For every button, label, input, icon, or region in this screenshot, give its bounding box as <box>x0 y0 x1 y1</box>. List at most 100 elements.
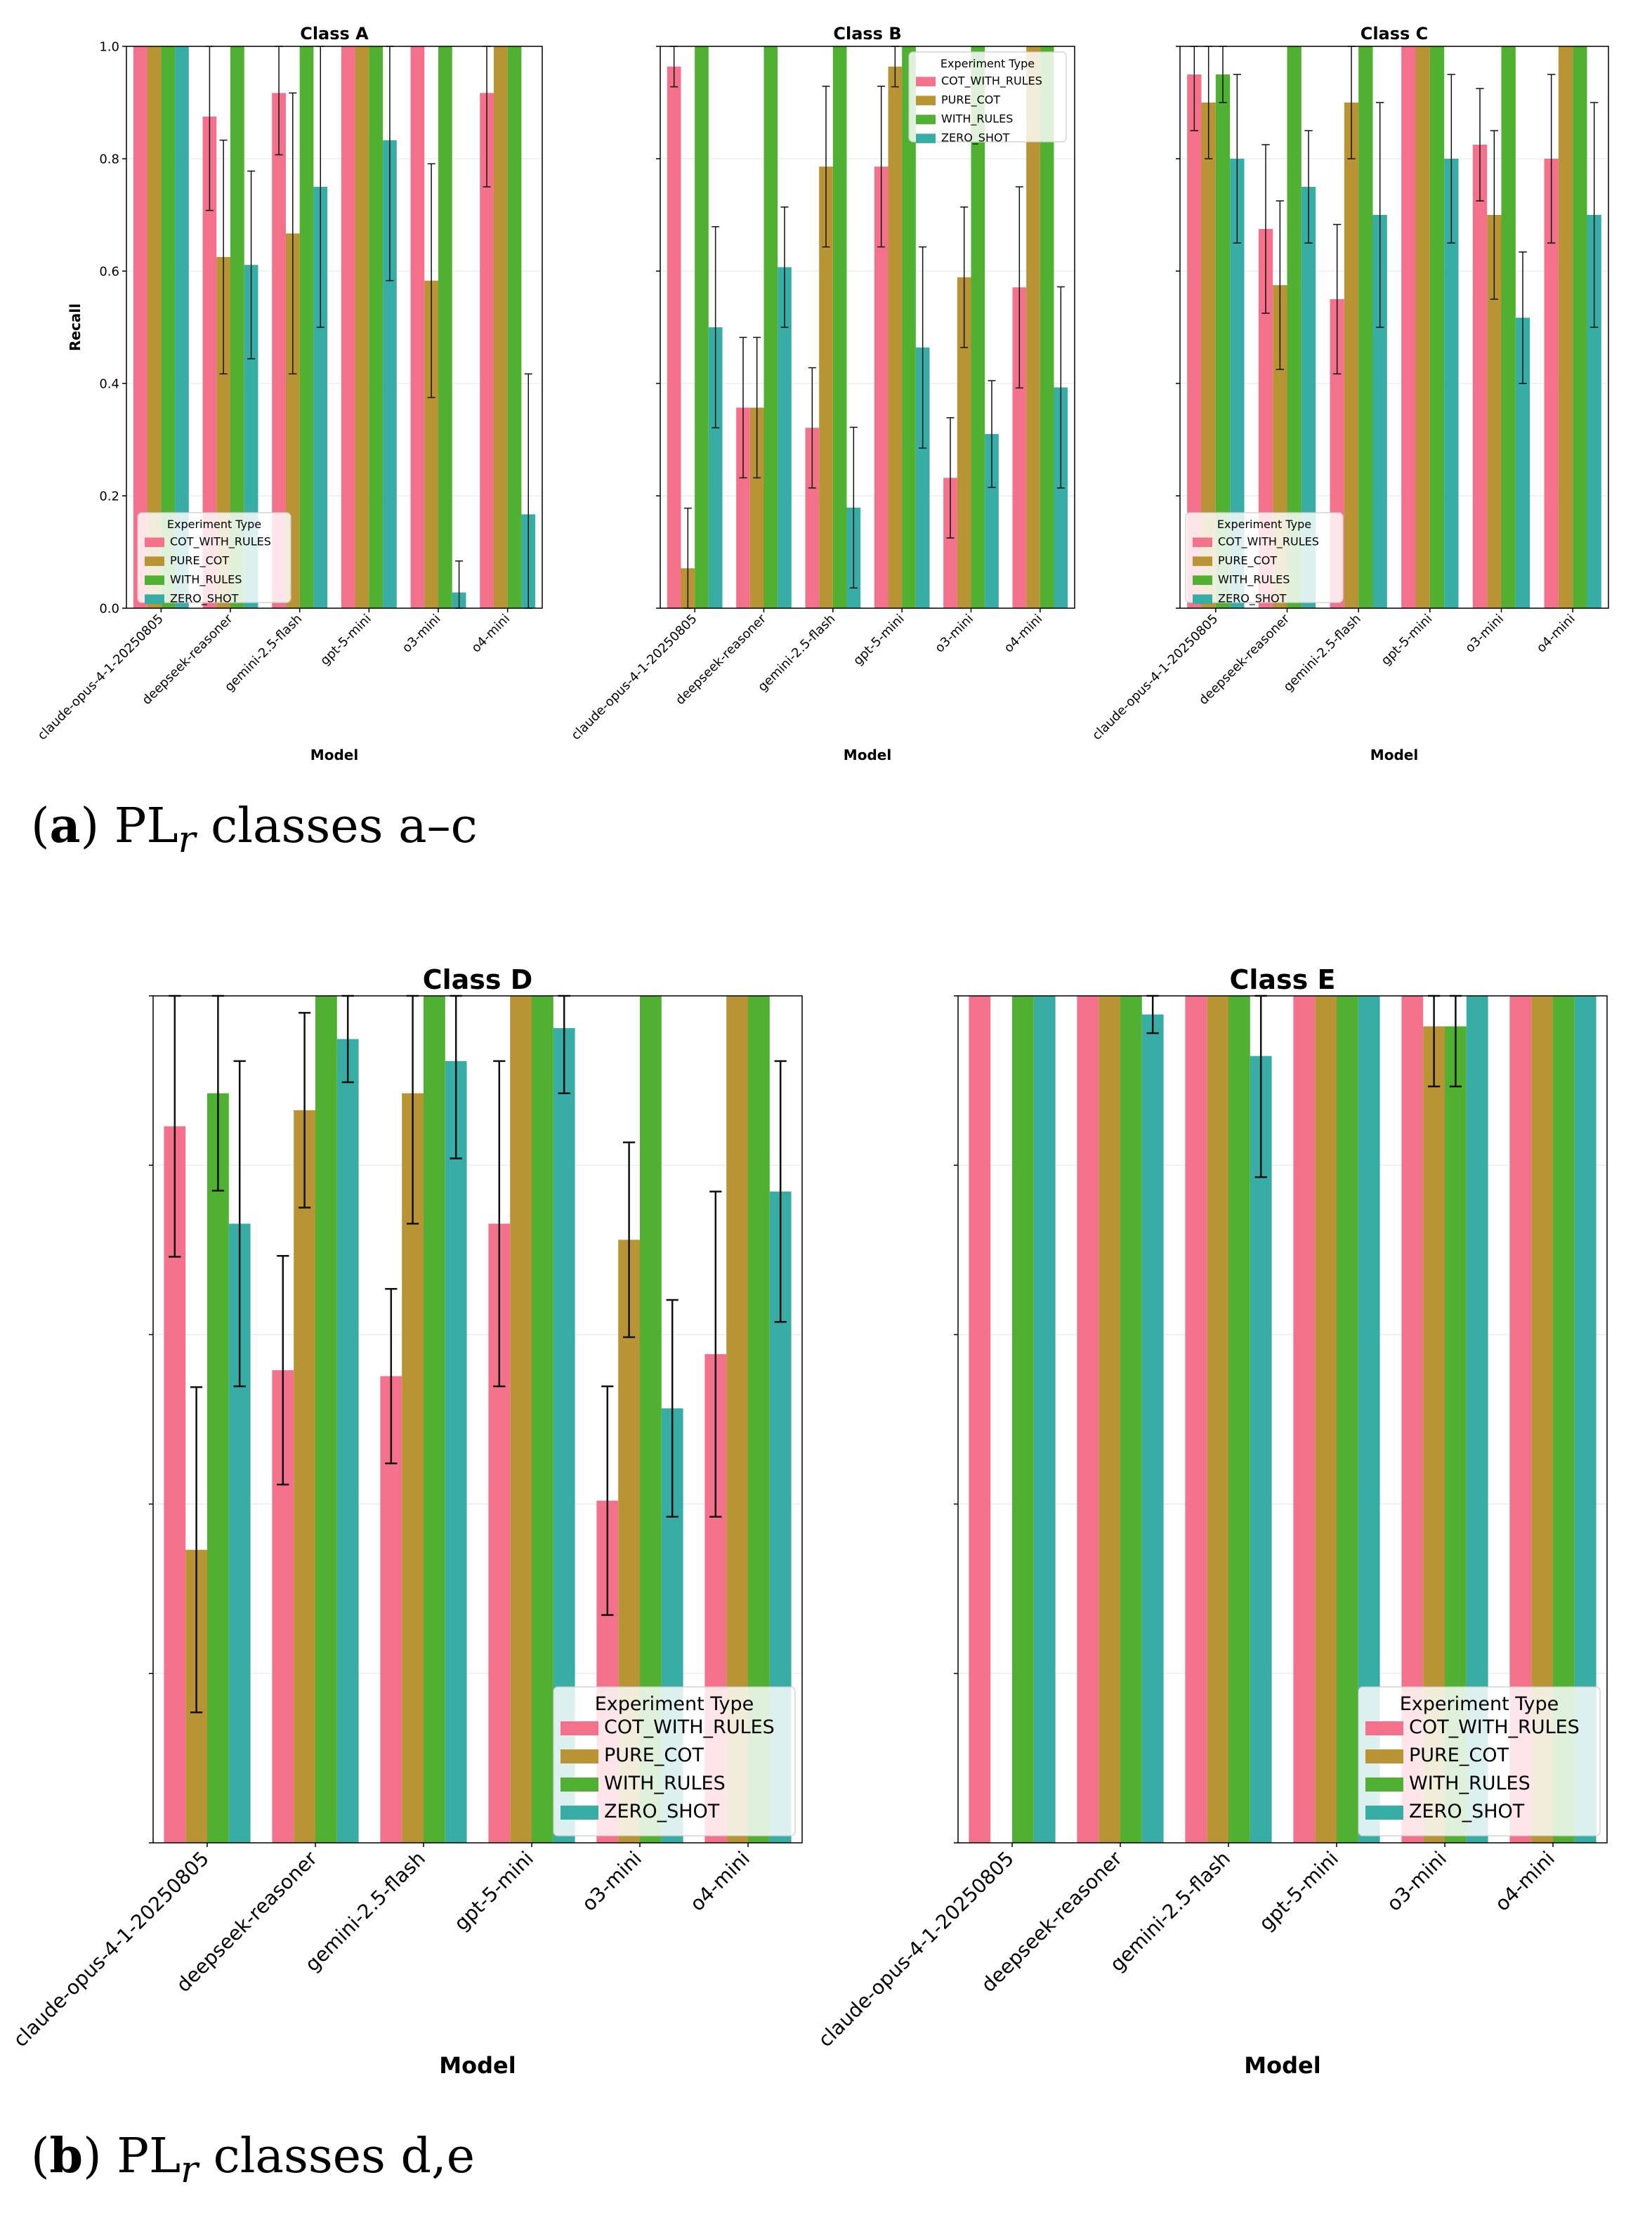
plot-frame <box>957 995 1608 1844</box>
caption-b-text: classes d,e <box>213 2129 475 2184</box>
x-tick-label: claude-opus-4-1-20250805 <box>35 612 166 743</box>
bar-zero-shot <box>1587 215 1601 608</box>
legend-label: ZERO_SHOT <box>1218 592 1287 606</box>
legend-label: WITH_RULES <box>1218 573 1290 587</box>
bar-pure-cot <box>1315 996 1337 1843</box>
chart-class-b: claude-opus-4-1-20250805deepseek-reasone… <box>568 24 1075 763</box>
y-tick-label: 1.0 <box>99 39 119 54</box>
caption-a-letter: a <box>49 798 81 854</box>
legend-label: ZERO_SHOT <box>604 1801 720 1822</box>
x-tick-label: gpt-5-mini <box>1254 1847 1343 1936</box>
caption-a-text: classes a–c <box>211 799 478 854</box>
x-tick-label: gemini-2.5-flash <box>1106 1847 1235 1976</box>
bar-with-rules <box>207 1093 229 1843</box>
x-tick-label: o3-mini <box>1382 1847 1451 1916</box>
bar-cot-with-rules <box>1187 74 1202 608</box>
x-axis-label: Model <box>844 747 891 763</box>
bar-with-rules <box>299 46 314 608</box>
legend: Experiment TypeCOT_WITH_RULESPURE_COTWIT… <box>1358 1686 1601 1837</box>
bar-with-rules <box>763 46 778 608</box>
legend-box <box>137 512 291 603</box>
bar-with-rules <box>832 46 847 608</box>
x-tick-label: o3-mini <box>577 1847 646 1916</box>
legend-title: Experiment Type <box>1400 1693 1559 1715</box>
bar-pure-cot <box>1201 103 1216 608</box>
bar-cot-with-rules <box>1401 46 1416 608</box>
bar-cot-with-rules <box>943 478 957 608</box>
bar-cot-with-rules <box>341 46 355 608</box>
bar-zero-shot <box>1250 1056 1272 1843</box>
bar-pure-cot <box>147 46 162 608</box>
x-tick-label: gemini-2.5-flash <box>222 612 305 695</box>
bar-with-rules <box>695 46 709 608</box>
bar-pure-cot <box>1415 46 1430 608</box>
bar-pure-cot <box>888 66 903 609</box>
x-tick-label: gemini-2.5-flash <box>301 1847 430 1976</box>
legend: Experiment TypeCOT_WITH_RULESPURE_COTWIT… <box>908 51 1067 145</box>
caption-b: (b) PLr classes d,e <box>31 2128 475 2191</box>
bar-pure-cot <box>1344 103 1359 608</box>
legend-swatch-pure-cot <box>916 96 936 105</box>
bar-cot-with-rules <box>1077 996 1099 1843</box>
legend-title: Experiment Type <box>167 518 261 531</box>
bar-with-rules <box>971 46 985 608</box>
x-tick-label: claude-opus-4-1-20250805 <box>8 1847 214 2052</box>
legend-label: COT_WITH_RULES <box>604 1716 775 1738</box>
y-tick-label: 0.6 <box>99 264 119 279</box>
bar-zero-shot <box>1301 187 1316 608</box>
legend-label: PURE_COT <box>941 93 1000 107</box>
legend-title: Experiment Type <box>595 1693 754 1715</box>
legend-label: PURE_COT <box>1409 1745 1509 1766</box>
x-tick-label: gemini-2.5-flash <box>755 612 838 695</box>
bar-cot-with-rules <box>1472 145 1488 608</box>
chart-class-d: claude-opus-4-1-20250805deepseek-reasone… <box>8 964 803 2079</box>
bar-with-rules <box>1012 996 1034 1843</box>
bar-zero-shot <box>1054 387 1068 608</box>
caption-b-letter: b <box>49 2128 84 2184</box>
legend-swatch-pure-cot <box>145 556 164 566</box>
legend-label: ZERO_SHOT <box>941 131 1010 145</box>
bar-zero-shot <box>383 140 397 609</box>
bar-pure-cot <box>957 277 971 608</box>
bar-pure-cot <box>1099 996 1120 1843</box>
chart-title: Class D <box>423 964 533 995</box>
plot-frame <box>126 46 543 609</box>
bar-cot-with-rules <box>1544 159 1559 608</box>
legend-box <box>1358 1686 1601 1837</box>
bar-with-rules <box>1215 74 1231 608</box>
bar-with-rules <box>369 46 383 608</box>
bar-with-rules <box>1358 46 1373 608</box>
bar-with-rules <box>1337 996 1358 1843</box>
legend-box <box>1185 512 1344 603</box>
bar-cot-with-rules <box>202 117 217 608</box>
y-tick-label: 0.0 <box>99 601 119 616</box>
chart-title: Class B <box>833 24 901 44</box>
caption-a-sub: r <box>178 819 196 861</box>
chart-class-a: 0.0 0.2 0.4 0.6 0.8 1.0 claude-opus-4-1-202508… <box>35 24 543 763</box>
bar-with-rules <box>532 996 553 1843</box>
x-tick-label: gpt-5-mini <box>450 1847 538 1936</box>
bar-with-rules <box>1120 996 1142 1843</box>
legend-swatch-pure-cot <box>1193 556 1212 566</box>
bar-zero-shot <box>778 267 792 608</box>
legend-title: Experiment Type <box>1217 518 1311 531</box>
bar-zero-shot <box>1230 159 1245 608</box>
bar-zero-shot <box>336 1039 359 1843</box>
bar-with-rules <box>1429 46 1445 608</box>
legend-label: WITH_RULES <box>1409 1773 1530 1794</box>
bar-with-rules <box>1040 46 1054 608</box>
bar-zero-shot <box>915 347 930 608</box>
legend-swatch-with-rules <box>145 575 164 585</box>
plot-frame <box>660 46 1075 609</box>
bar-with-rules <box>230 46 244 608</box>
legend-swatch-with-rules <box>1365 1778 1403 1792</box>
x-tick-label: o4-mini <box>468 612 513 656</box>
legend-label: PURE_COT <box>1218 554 1277 568</box>
plot-frame <box>1179 46 1609 609</box>
legend-label: WITH_RULES <box>604 1773 726 1794</box>
caption-a-prefix: PL <box>114 799 178 854</box>
x-axis-label: Model <box>1370 747 1418 763</box>
legend-label: COT_WITH_RULES <box>1218 535 1319 549</box>
legend-label: COT_WITH_RULES <box>941 74 1042 88</box>
bar-with-rules <box>1228 996 1250 1843</box>
